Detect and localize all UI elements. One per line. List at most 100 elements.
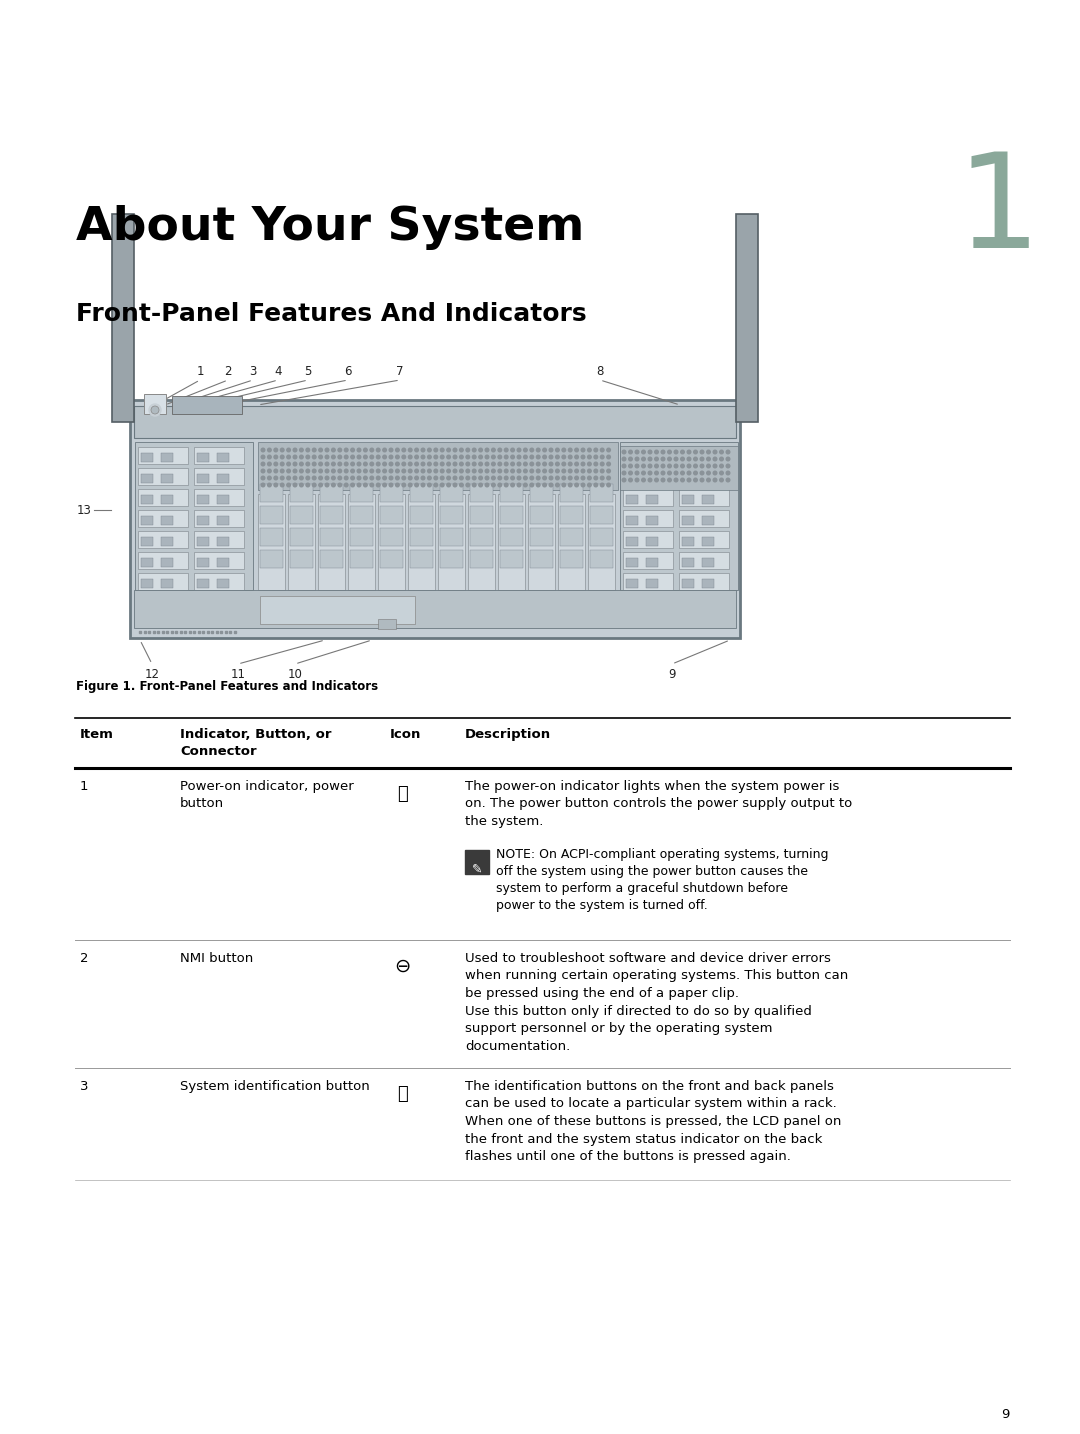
Bar (410, 506, 433, 523)
Circle shape (447, 462, 450, 466)
Circle shape (402, 462, 406, 466)
Bar (134, 406, 735, 437)
Circle shape (622, 457, 625, 460)
Circle shape (325, 483, 328, 486)
Circle shape (555, 476, 559, 480)
Bar (194, 552, 244, 569)
Circle shape (693, 457, 698, 460)
Circle shape (370, 469, 374, 473)
Circle shape (408, 476, 411, 480)
Bar (291, 528, 313, 546)
Circle shape (594, 462, 597, 466)
Bar (702, 516, 714, 525)
Circle shape (575, 476, 579, 480)
Circle shape (338, 449, 341, 452)
Bar (646, 495, 658, 503)
Circle shape (441, 455, 444, 459)
Bar (291, 485, 313, 502)
Circle shape (281, 469, 284, 473)
Circle shape (345, 462, 348, 466)
Bar (679, 447, 729, 465)
Circle shape (575, 483, 579, 486)
Circle shape (550, 462, 553, 466)
Bar (470, 528, 492, 546)
Circle shape (543, 462, 546, 466)
Bar (138, 574, 188, 589)
Circle shape (415, 476, 418, 480)
Circle shape (151, 406, 159, 414)
Circle shape (498, 469, 501, 473)
Circle shape (562, 469, 566, 473)
Bar (320, 551, 343, 568)
Circle shape (332, 449, 335, 452)
Circle shape (338, 462, 341, 466)
Circle shape (680, 457, 685, 460)
Bar (679, 467, 729, 485)
Circle shape (622, 450, 625, 453)
Bar (161, 495, 173, 503)
Circle shape (274, 476, 278, 480)
Circle shape (543, 455, 546, 459)
Circle shape (377, 483, 380, 486)
Bar (681, 516, 694, 525)
Circle shape (402, 483, 406, 486)
Bar (620, 442, 738, 589)
Bar (348, 493, 375, 589)
Circle shape (434, 455, 437, 459)
Bar (679, 531, 729, 548)
Circle shape (428, 462, 431, 466)
Bar (681, 536, 694, 546)
Bar (291, 551, 313, 568)
Bar (679, 574, 729, 589)
Circle shape (319, 469, 323, 473)
Bar (528, 493, 555, 589)
Circle shape (465, 449, 470, 452)
Circle shape (635, 450, 638, 453)
Circle shape (635, 472, 638, 475)
Circle shape (421, 469, 424, 473)
Circle shape (428, 449, 431, 452)
Circle shape (478, 455, 483, 459)
Circle shape (504, 449, 508, 452)
Circle shape (382, 449, 387, 452)
Circle shape (517, 476, 521, 480)
Circle shape (299, 469, 303, 473)
Circle shape (713, 478, 717, 482)
Circle shape (568, 483, 572, 486)
Text: NOTE: On ACPI-compliant operating systems, turning
off the system using the powe: NOTE: On ACPI-compliant operating system… (496, 847, 828, 912)
Bar (498, 493, 525, 589)
Circle shape (687, 472, 691, 475)
Bar (138, 531, 188, 548)
Bar (138, 447, 188, 465)
Circle shape (434, 462, 437, 466)
Circle shape (261, 469, 265, 473)
Circle shape (454, 469, 457, 473)
Circle shape (299, 483, 303, 486)
Bar (620, 446, 738, 490)
Bar (588, 493, 615, 589)
Bar (702, 475, 714, 483)
Circle shape (421, 462, 424, 466)
Circle shape (588, 469, 591, 473)
Circle shape (504, 462, 508, 466)
Circle shape (635, 478, 638, 482)
Circle shape (543, 469, 546, 473)
Bar (378, 619, 396, 630)
Circle shape (511, 449, 514, 452)
Circle shape (555, 483, 559, 486)
Circle shape (511, 483, 514, 486)
Circle shape (281, 483, 284, 486)
Circle shape (312, 455, 316, 459)
Text: 8: 8 (596, 366, 604, 379)
Circle shape (537, 476, 540, 480)
Circle shape (524, 455, 527, 459)
Circle shape (588, 462, 591, 466)
Text: Power-on indicator, power
button: Power-on indicator, power button (180, 780, 354, 810)
Circle shape (530, 483, 534, 486)
Bar (646, 558, 658, 566)
Bar (500, 485, 523, 502)
Bar (141, 558, 153, 566)
Circle shape (726, 478, 730, 482)
Bar (320, 528, 343, 546)
Circle shape (491, 469, 496, 473)
